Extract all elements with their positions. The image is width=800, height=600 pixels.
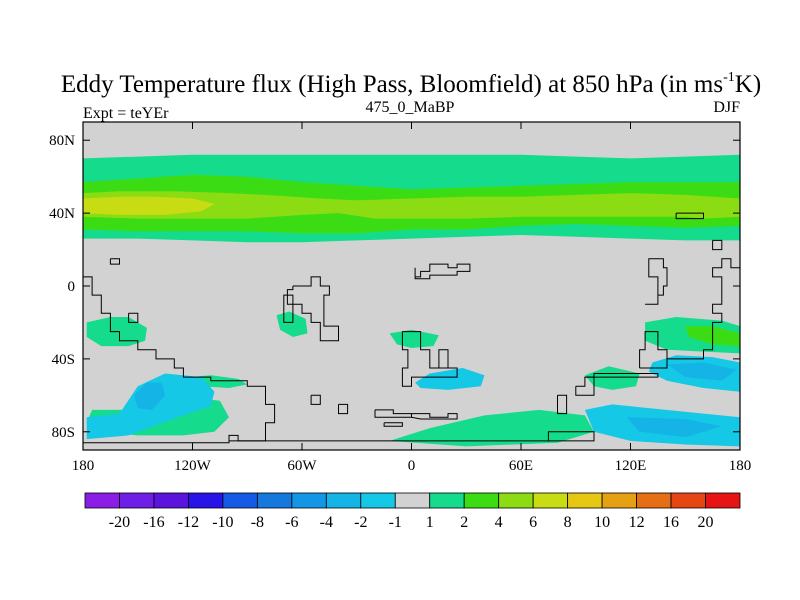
coastline-17 [675,212,704,220]
flux-region-12 [389,409,594,447]
y-tick-label-1: 40N [49,206,75,222]
colorbar-swatch-4 [222,492,258,509]
map-plot: 180 120W 60W 0 60E 120E 180 80N 40N 0 40S 80S [49,121,751,474]
colorbar-label-14: 10 [594,514,610,531]
y-tick-label-2: 0 [68,279,76,295]
colorbar-swatch-15 [601,492,637,509]
coastline-5 [338,403,349,415]
flux-region-18 [667,362,737,381]
coastline-19 [639,331,668,368]
coastline-9 [414,263,471,280]
colorbar-label-17: 20 [698,514,714,531]
coastline-4 [310,394,321,405]
colorbar-swatch-0 [84,492,120,509]
coastline-10 [401,331,458,387]
coastline-16 [645,258,668,305]
flux-region-2 [83,191,740,219]
coastline-3 [283,276,339,342]
flux-region-8 [134,382,166,410]
colorbar-swatch-13 [532,492,569,509]
y-tick-label-0: 80N [49,133,75,149]
x-tick-label-4: 60E [509,458,533,474]
title-suffix: K) [735,71,761,98]
colorbar-swatch-10 [429,492,465,509]
colorbar-label-5: -6 [285,514,298,531]
colorbar-label-13: 8 [564,514,572,531]
colorbar-label-16: 16 [663,514,679,531]
x-tick-label-5: 120E [615,458,647,474]
colorbar-label-3: -10 [212,514,233,531]
coastline-1 [109,258,120,265]
colorbar-swatch-14 [567,492,603,509]
flux-layer [83,154,740,447]
coastline-13 [557,394,568,415]
colorbar-swatch-17 [670,492,706,509]
axis-layer: 180 120W 60W 0 60E 120E 180 80N 40N 0 40S 80S [49,122,751,474]
colorbar-swatch-3 [188,492,224,509]
colorbar-label-12: 6 [529,514,537,531]
colorbar-swatch-12 [498,492,534,509]
colorbar-label-15: 12 [629,514,645,531]
y-tick-label-4: 80S [52,425,75,441]
coastline-0 [83,276,276,444]
colorbar-swatch-8 [360,492,396,509]
x-tick-label-1: 120W [174,458,212,474]
chart-title: Eddy Temperature flux (High Pass, Bloomf… [61,70,761,98]
colorbar-label-11: 4 [495,514,503,531]
flux-region-13 [584,366,640,390]
coastline-14 [584,373,659,378]
flux-region-11 [415,368,485,390]
flux-region-3 [83,196,215,215]
colorbar-label-10: 2 [460,514,468,531]
colorbar-label-2: -12 [178,514,199,531]
colorbar-swatch-16 [636,492,672,509]
run-label: 475_0_MaBP [366,99,455,116]
coastline-11 [229,431,595,442]
coastline-2 [128,312,139,323]
flux-region-19 [626,417,722,438]
coastline-layer [83,212,740,444]
x-tick-label-3: 0 [408,458,416,474]
colorbar-swatch-5 [256,492,293,509]
colorbar-label-7: -2 [354,514,367,531]
coastline-18 [712,239,723,251]
experiment-label: Expt = teYEr [83,105,169,122]
colorbar-label-0: -20 [109,514,130,531]
title-superscript: -1 [723,70,735,85]
colorbar-label-9: 1 [426,514,434,531]
colorbar-swatch-11 [463,492,500,509]
x-tick-label-2: 60W [287,458,317,474]
colorbar-swatch-2 [153,492,189,509]
colorbar-label-8: -1 [389,514,402,531]
colorbar-label-1: -16 [143,514,164,531]
colorbar-label-6: -4 [320,514,333,531]
coastline-7 [383,422,403,427]
colorbar-swatch-9 [394,492,431,509]
x-tick-label-6: 180 [729,458,752,474]
colorbar-swatch-18 [705,492,741,509]
colorbar-swatch-6 [291,492,327,509]
title-main: Eddy Temperature flux (High Pass, Bloomf… [61,71,723,98]
season-label: DJF [713,99,740,116]
colorbar: -20 -16 -12 -10 -8 -6 -4 -2 -1 1 2 4 6 8 10 12 16 20 [84,492,741,531]
coastline-8 [411,413,458,420]
colorbar-label-4: -8 [251,514,264,531]
x-tick-label-0: 180 [72,458,95,474]
coastline-15 [639,258,740,369]
colorbar-swatch-7 [325,492,362,509]
y-tick-label-3: 40S [52,352,75,368]
colorbar-swatch-1 [119,492,155,509]
